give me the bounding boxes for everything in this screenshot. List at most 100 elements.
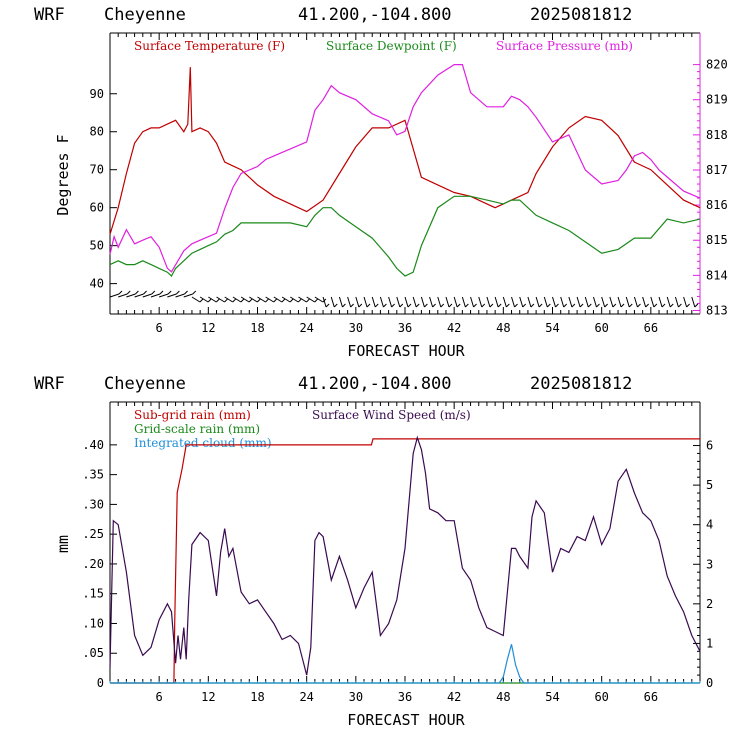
wind-barb-flag [645, 303, 649, 308]
wind-barb-flag [415, 303, 420, 308]
wind-barb-flag [407, 303, 412, 308]
bottom-chart: 6 12 18 24 30 36 42 48 54 60 660.05.10.15.20.25.30… [82, 401, 713, 704]
wind-barb [290, 296, 299, 303]
legend-temperature: Surface Temperature (F) [134, 39, 285, 53]
wind-barb [666, 296, 671, 308]
wind-barb-flag [325, 303, 330, 308]
wind-barb-flag [546, 303, 551, 308]
series-wind [109, 435, 701, 676]
wind-barb-flag [497, 303, 502, 308]
y-tick-label: 70 [90, 163, 104, 177]
wind-barb [396, 296, 401, 308]
y-tick-label: .40 [82, 438, 104, 452]
wind-barb-flag [481, 303, 486, 308]
wind-barb [338, 296, 343, 308]
wind-barb-flag [489, 303, 494, 308]
y2-tick-label: 5 [706, 478, 713, 492]
x-tick-label: 66 [644, 690, 658, 704]
wind-barb-flag [669, 303, 674, 308]
wind-barb-flag [391, 303, 395, 308]
wind-barb-flag [273, 298, 278, 303]
y-tick-label: 60 [90, 201, 104, 215]
wind-barb [461, 296, 466, 308]
y-tick-label: .05 [82, 646, 104, 660]
wind-barb-flag [555, 303, 559, 308]
x-tick-label: 36 [398, 321, 412, 335]
x-tick-label: 24 [299, 690, 313, 704]
x-tick-label: 48 [496, 321, 510, 335]
wind-barb-flag [653, 303, 658, 308]
wind-barb-flag [530, 303, 535, 308]
wind-barb [404, 296, 409, 308]
x-tick-label: 24 [299, 321, 313, 335]
wind-barb-flag [135, 290, 139, 295]
site-label: Cheyenne [104, 374, 186, 394]
wind-barb [691, 296, 696, 308]
bottom-chart-header: WRF Cheyenne 41.200,-104.800 2025081812 [34, 374, 632, 394]
series-cloud [110, 644, 700, 684]
y2-tick-label: 820 [706, 58, 728, 72]
x-tick-label: 42 [447, 690, 461, 704]
wind-barb [592, 296, 597, 308]
legend-dewpoint: Surface Dewpoint (F) [326, 39, 457, 53]
model-label: WRF [34, 374, 65, 394]
wind-barb-flag [265, 298, 269, 303]
wind-barb-flag [240, 298, 245, 303]
wind-barb [453, 296, 458, 308]
wind-barb-flag [232, 298, 237, 303]
wind-barb [633, 296, 638, 308]
model-label: WRF [34, 5, 65, 25]
wind-barb [601, 296, 606, 308]
wind-barb [470, 296, 475, 308]
wind-barb-flag [383, 303, 387, 308]
y-tick-label: 50 [90, 239, 104, 253]
wind-barb [478, 296, 483, 308]
wind-barb [642, 296, 647, 308]
wind-barb [527, 296, 532, 308]
legend-pressure: Surface Pressure (mb) [496, 39, 633, 53]
wind-barb [347, 296, 352, 308]
wind-barb [519, 296, 524, 308]
wind-barb [584, 296, 589, 308]
bottom-x-axis-label: FORECAST HOUR [347, 711, 465, 729]
wind-barb-flag [176, 290, 180, 295]
x-tick-label: 6 [156, 690, 163, 704]
wind-barb-flag [118, 290, 123, 295]
wind-barb [175, 293, 185, 298]
wind-barb-flag [620, 303, 625, 308]
wind-barb [199, 296, 209, 303]
wind-barb [650, 296, 655, 308]
x-tick-label: 54 [545, 690, 559, 704]
wind-barb-flag [686, 303, 690, 308]
wind-barb [388, 296, 393, 308]
y-tick-label: .35 [82, 468, 104, 482]
wind-barb-flag [192, 290, 197, 295]
wind-barb [568, 296, 573, 308]
wind-barb [126, 293, 136, 298]
y2-tick-label: 817 [706, 163, 728, 177]
wind-barb [265, 296, 274, 303]
wind-barb-flag [678, 303, 682, 308]
wind-barb [683, 296, 688, 308]
y-tick-label: .10 [82, 616, 104, 630]
wind-barb-flag [314, 298, 319, 303]
wind-barb [617, 296, 622, 308]
y2-tick-label: 813 [706, 303, 728, 317]
y-tick-label: .15 [82, 587, 104, 601]
wind-barb [625, 296, 630, 308]
wind-barb [273, 296, 283, 303]
x-tick-label: 30 [349, 690, 363, 704]
wind-barb [330, 296, 335, 308]
x-tick-label: 6 [156, 321, 163, 335]
wind-barb-flag [256, 298, 261, 303]
wind-barb [216, 296, 225, 303]
wind-barb [314, 296, 324, 303]
wind-barb-flag [456, 303, 461, 308]
series-subgrid [110, 438, 700, 684]
wind-barb-flag [440, 303, 445, 308]
x-tick-label: 48 [496, 690, 510, 704]
series-dewpoint [109, 195, 701, 277]
wind-barb-flag [184, 290, 188, 295]
wind-barb-flag [522, 303, 527, 308]
x-tick-label: 18 [250, 690, 264, 704]
